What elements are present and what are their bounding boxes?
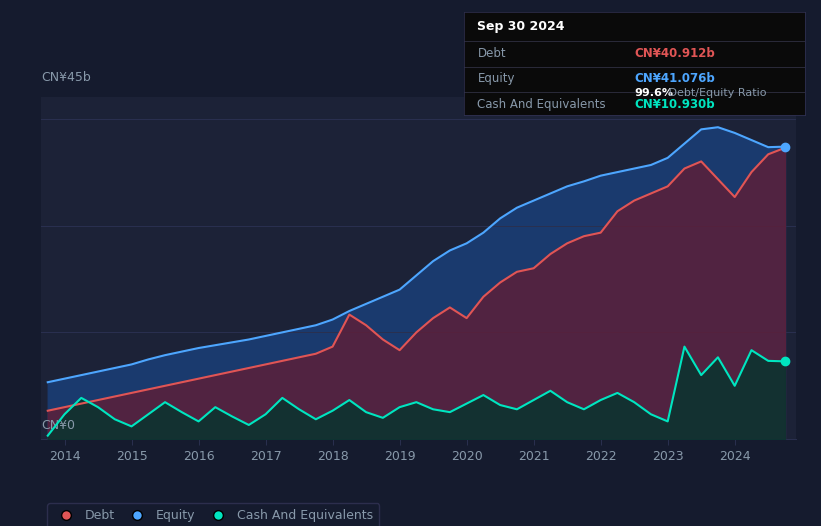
Text: Cash And Equivalents: Cash And Equivalents xyxy=(478,98,606,112)
Text: 99.6%: 99.6% xyxy=(635,88,673,98)
Legend: Debt, Equity, Cash And Equivalents: Debt, Equity, Cash And Equivalents xyxy=(48,503,379,526)
Text: CN¥45b: CN¥45b xyxy=(41,70,91,84)
Text: CN¥40.912b: CN¥40.912b xyxy=(635,47,715,60)
Text: CN¥0: CN¥0 xyxy=(41,419,75,432)
Text: Debt/Equity Ratio: Debt/Equity Ratio xyxy=(665,88,766,98)
Text: Debt: Debt xyxy=(478,47,506,60)
Text: CN¥41.076b: CN¥41.076b xyxy=(635,72,715,85)
Text: CN¥10.930b: CN¥10.930b xyxy=(635,98,715,112)
Text: Sep 30 2024: Sep 30 2024 xyxy=(478,21,565,33)
Text: Equity: Equity xyxy=(478,72,515,85)
